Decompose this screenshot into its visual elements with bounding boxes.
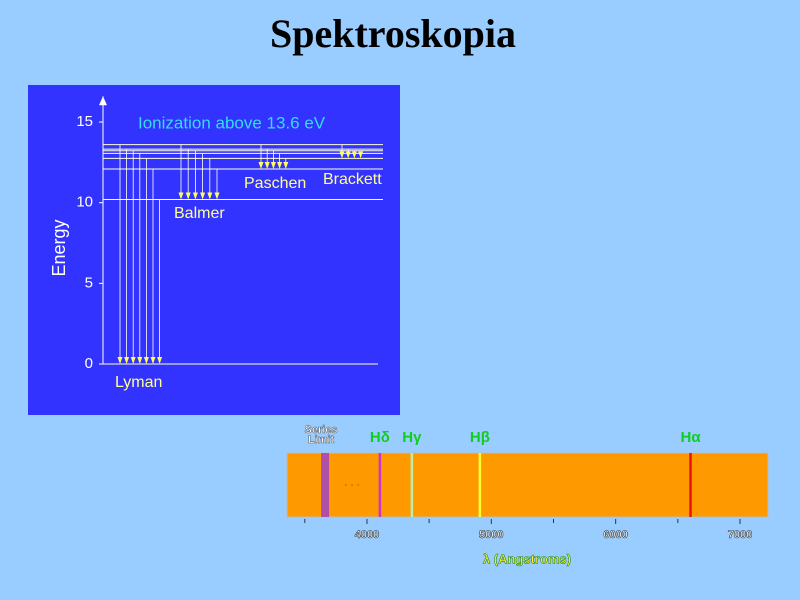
arrowhead — [258, 161, 264, 169]
arrowhead — [137, 357, 143, 364]
arrowhead — [214, 192, 220, 200]
y-tick-label: 10 — [76, 194, 93, 211]
arrowhead — [264, 161, 270, 169]
arrowhead — [283, 161, 289, 169]
y-tick-label: 5 — [85, 274, 93, 291]
y-tick-label: 15 — [76, 113, 93, 130]
arrowhead — [178, 192, 184, 200]
y-axis-label: Energy — [49, 219, 69, 276]
slide-title: Spektroskopia — [270, 11, 516, 56]
arrowhead — [358, 151, 364, 159]
line-label: Hβ — [470, 429, 490, 446]
series-label: Lyman — [115, 374, 162, 391]
x-tick-label: 7000 — [728, 529, 752, 541]
x-tick-label: 5000 — [479, 529, 503, 541]
arrowhead — [277, 161, 283, 169]
arrowhead — [192, 192, 198, 200]
series-limit-label: Limit — [308, 434, 335, 446]
line-label: Hγ — [402, 429, 422, 446]
arrowhead — [150, 357, 156, 364]
line-label: Hδ — [370, 429, 390, 446]
x-axis-label: λ (Angstroms) — [483, 551, 571, 566]
y-axis-arrow — [99, 96, 107, 106]
arrowhead — [339, 151, 345, 159]
arrowhead — [351, 151, 357, 159]
series-label: Brackett — [323, 171, 382, 188]
series-label: Paschen — [244, 175, 306, 192]
arrowhead — [270, 161, 276, 169]
annotation: Ionization above 13.6 eV — [138, 113, 326, 132]
annotation: · · · — [344, 480, 360, 491]
arrowhead — [124, 357, 130, 364]
arrowhead — [185, 192, 191, 200]
energy-panel — [28, 85, 400, 415]
y-tick-label: 0 — [85, 355, 93, 372]
arrowhead — [117, 357, 123, 364]
spectrum-panel — [286, 452, 769, 518]
arrowhead — [143, 357, 149, 364]
x-tick-label: 4000 — [355, 529, 379, 541]
arrowhead — [130, 357, 136, 364]
series-limit-label: Series — [304, 424, 337, 436]
arrowhead — [200, 192, 206, 200]
series-label: Balmer — [174, 205, 225, 222]
arrowhead — [345, 151, 351, 159]
x-tick-label: 6000 — [603, 529, 627, 541]
arrowhead — [157, 357, 163, 364]
line-label: Hα — [680, 429, 701, 446]
arrowhead — [207, 192, 213, 200]
